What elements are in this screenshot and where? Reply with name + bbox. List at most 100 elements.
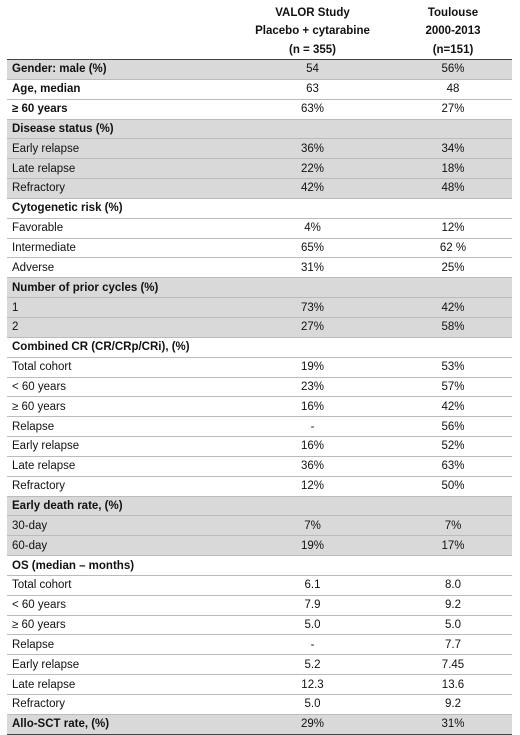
row-value-valor: 5.0 xyxy=(231,694,394,715)
table-row: < 60 years 7.9 9.2 xyxy=(7,595,512,616)
header-col2-line3: (n=151) xyxy=(394,40,512,60)
header-row: VALOR Study Toulouse xyxy=(7,4,512,22)
table-row: Relapse -7.7 xyxy=(7,634,512,656)
row-value-toulouse: 57% xyxy=(394,377,512,398)
row-value-valor: 73% xyxy=(231,297,394,318)
header-row: (n = 355) (n=151) xyxy=(7,40,512,60)
row-value-valor xyxy=(231,277,394,299)
row-value-toulouse: 63% xyxy=(394,456,512,477)
row-value-valor: 22% xyxy=(231,158,394,180)
row-label: < 60 years xyxy=(7,377,231,398)
row-value-valor: 12.3 xyxy=(231,674,394,695)
table-row: Late relapse 36% 63% xyxy=(7,456,512,477)
table-row: Refractory 5.0 9.2 xyxy=(7,694,512,715)
table-row: OS (median – months) xyxy=(7,555,512,576)
row-label: Early relapse xyxy=(7,138,231,160)
table-row: Relapse -56% xyxy=(7,416,512,438)
row-value-valor xyxy=(231,198,394,219)
table-row: Disease status (%) xyxy=(7,119,512,140)
row-value-toulouse xyxy=(394,496,512,517)
row-label: 2 xyxy=(7,317,231,338)
row-value-valor: 19% xyxy=(231,357,394,378)
row-value-valor: 5.2 xyxy=(231,654,394,676)
row-value-toulouse: 48 xyxy=(394,79,512,100)
table-row: Total cohort 6.1 8.0 xyxy=(7,575,512,596)
header-col1-line2: Placebo + cytarabine xyxy=(255,25,370,37)
table-row: Favorable 4% 12% xyxy=(7,218,512,239)
comparison-table: VALOR Study Toulouse Placebo + cytarabin… xyxy=(7,4,512,735)
table-row: ≥ 60 years 63% 27% xyxy=(7,99,512,120)
row-value-valor: 7% xyxy=(231,515,394,537)
header-empty-cell xyxy=(7,22,231,40)
row-value-toulouse: 8.0 xyxy=(394,575,512,596)
row-label: Refractory xyxy=(7,694,231,715)
row-value-valor: 16% xyxy=(231,396,394,418)
row-value-valor: - xyxy=(231,634,394,656)
table-row: 60-day 19% 17% xyxy=(7,535,512,557)
row-value-valor: 63% xyxy=(231,99,394,120)
row-label: < 60 years xyxy=(7,595,231,616)
row-value-toulouse: 9.2 xyxy=(394,694,512,715)
row-label: Gender: male (%) xyxy=(7,59,231,80)
row-value-toulouse: 9.2 xyxy=(394,595,512,616)
row-value-valor: - xyxy=(231,416,394,438)
row-label: Early relapse xyxy=(7,654,231,676)
table-row: Total cohort 19% 53% xyxy=(7,357,512,378)
row-value-toulouse: 62 % xyxy=(394,238,512,259)
row-value-toulouse: 25% xyxy=(394,257,512,279)
row-label: Allo-SCT rate, (%) xyxy=(7,714,231,735)
table-row: 1 73% 42% xyxy=(7,297,512,318)
row-value-valor: 36% xyxy=(231,456,394,477)
header-col1-line3: (n = 355) xyxy=(231,40,394,60)
table-row: Intermediate 65% 62 % xyxy=(7,238,512,259)
row-label: Combined CR (CR/CRp/CRi), (%) xyxy=(7,337,231,358)
row-label: Favorable xyxy=(7,218,231,239)
table-row: Early relapse 36% 34% xyxy=(7,138,512,160)
row-label: Cytogenetic risk (%) xyxy=(7,198,231,219)
row-value-valor: 63 xyxy=(231,79,394,100)
row-value-valor: 4% xyxy=(231,218,394,239)
row-label: Intermediate xyxy=(7,238,231,259)
row-label: 60-day xyxy=(7,535,231,557)
row-label: Early relapse xyxy=(7,436,231,457)
header-empty-cell xyxy=(7,4,231,22)
row-label: Relapse xyxy=(7,416,231,438)
table-header: VALOR Study Toulouse Placebo + cytarabin… xyxy=(7,4,512,60)
row-value-toulouse: 7% xyxy=(394,515,512,537)
row-value-toulouse: 56% xyxy=(394,416,512,438)
header-col2-line2: 2000-2013 xyxy=(425,25,481,37)
row-label: Total cohort xyxy=(7,357,231,378)
row-label: Adverse xyxy=(7,257,231,279)
header-row: Placebo + cytarabine 2000-2013 xyxy=(7,22,512,40)
row-value-toulouse: 7.7 xyxy=(394,634,512,656)
row-label: ≥ 60 years xyxy=(7,99,231,120)
row-label: Number of prior cycles (%) xyxy=(7,277,231,299)
row-value-toulouse xyxy=(394,337,512,358)
row-value-toulouse: 18% xyxy=(394,158,512,180)
row-value-valor: 6.1 xyxy=(231,575,394,596)
row-value-valor: 54 xyxy=(231,59,394,80)
table-row: 30-day 7% 7% xyxy=(7,515,512,537)
row-label: 30-day xyxy=(7,515,231,537)
row-value-valor: 27% xyxy=(231,317,394,338)
row-label: Late relapse xyxy=(7,456,231,477)
row-label: Refractory xyxy=(7,476,231,497)
header-col1-line1: VALOR Study xyxy=(275,7,350,19)
row-value-toulouse xyxy=(394,119,512,140)
row-value-valor: 23% xyxy=(231,377,394,398)
table-row: Late relapse 22% 18% xyxy=(7,158,512,180)
row-value-toulouse: 58% xyxy=(394,317,512,338)
row-value-toulouse: 5.0 xyxy=(394,615,512,636)
row-label: Early death rate, (%) xyxy=(7,496,231,517)
document-page: VALOR Study Toulouse Placebo + cytarabin… xyxy=(7,7,512,735)
row-value-toulouse: 53% xyxy=(394,357,512,378)
row-value-toulouse: 56% xyxy=(394,59,512,80)
row-value-valor: 42% xyxy=(231,178,394,199)
table-body: Gender: male (%) 54 56% Age, median 63 48 ≥ 60… xyxy=(7,59,512,735)
table-row: Late relapse 12.3 13.6 xyxy=(7,674,512,695)
row-value-valor: 19% xyxy=(231,535,394,557)
row-value-toulouse: 42% xyxy=(394,297,512,318)
row-value-valor xyxy=(231,555,394,576)
row-label: ≥ 60 years xyxy=(7,615,231,636)
row-value-toulouse: 27% xyxy=(394,99,512,120)
